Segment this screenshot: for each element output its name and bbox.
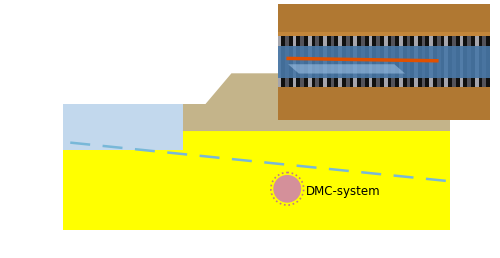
Polygon shape [288, 64, 405, 74]
Polygon shape [330, 36, 334, 87]
Polygon shape [376, 36, 380, 87]
Polygon shape [316, 36, 319, 87]
Text: DMC-system: DMC-system [306, 185, 380, 198]
Polygon shape [361, 36, 365, 87]
Polygon shape [62, 104, 450, 230]
Polygon shape [285, 36, 289, 87]
Polygon shape [278, 87, 490, 120]
Polygon shape [430, 36, 433, 87]
Polygon shape [278, 4, 490, 36]
Polygon shape [399, 36, 402, 87]
Polygon shape [475, 36, 478, 87]
Polygon shape [354, 36, 357, 87]
Polygon shape [278, 36, 490, 87]
Ellipse shape [274, 175, 301, 203]
Polygon shape [278, 32, 490, 36]
Polygon shape [300, 36, 304, 87]
Polygon shape [308, 36, 312, 87]
Polygon shape [422, 36, 426, 87]
Polygon shape [278, 36, 281, 87]
Polygon shape [62, 104, 450, 131]
Polygon shape [482, 36, 486, 87]
Polygon shape [384, 36, 388, 87]
Polygon shape [278, 46, 490, 78]
Polygon shape [323, 36, 327, 87]
Polygon shape [278, 4, 490, 120]
Polygon shape [406, 36, 410, 87]
Polygon shape [392, 36, 395, 87]
Polygon shape [62, 104, 182, 150]
Polygon shape [182, 73, 349, 131]
Polygon shape [338, 36, 342, 87]
Polygon shape [460, 36, 464, 87]
Polygon shape [437, 36, 440, 87]
Polygon shape [414, 36, 418, 87]
Polygon shape [292, 36, 296, 87]
Polygon shape [346, 36, 350, 87]
Polygon shape [452, 36, 456, 87]
Polygon shape [467, 36, 471, 87]
Polygon shape [444, 36, 448, 87]
Polygon shape [368, 36, 372, 87]
